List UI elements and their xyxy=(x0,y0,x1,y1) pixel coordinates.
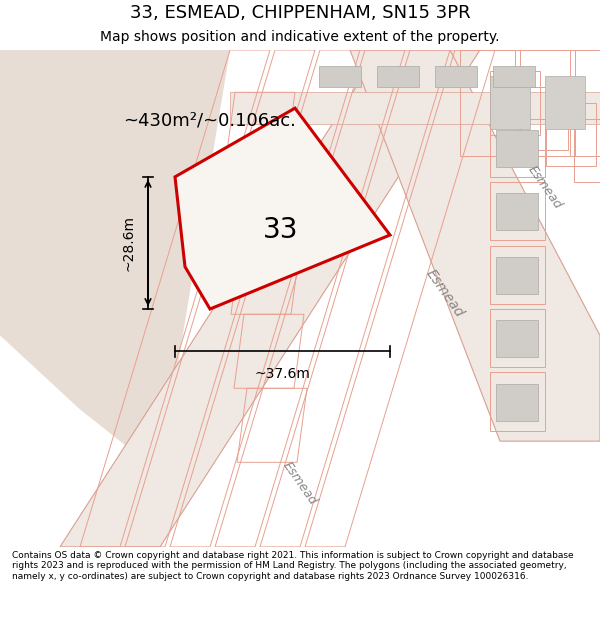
Polygon shape xyxy=(319,66,361,87)
Text: Contains OS data © Crown copyright and database right 2021. This information is : Contains OS data © Crown copyright and d… xyxy=(12,551,574,581)
Polygon shape xyxy=(493,66,535,87)
Polygon shape xyxy=(490,76,530,129)
Text: ~28.6m: ~28.6m xyxy=(122,215,136,271)
Polygon shape xyxy=(496,193,538,230)
Text: 33, ESMEAD, CHIPPENHAM, SN15 3PR: 33, ESMEAD, CHIPPENHAM, SN15 3PR xyxy=(130,4,470,21)
Text: 33: 33 xyxy=(263,216,299,244)
Polygon shape xyxy=(175,108,390,309)
Polygon shape xyxy=(496,130,538,167)
Polygon shape xyxy=(496,384,538,421)
Polygon shape xyxy=(60,50,480,547)
Text: Esmead: Esmead xyxy=(424,266,467,320)
Polygon shape xyxy=(496,257,538,294)
Polygon shape xyxy=(350,50,600,441)
Text: ~37.6m: ~37.6m xyxy=(254,367,310,381)
Polygon shape xyxy=(435,66,477,87)
Polygon shape xyxy=(496,320,538,357)
Text: Esmead: Esmead xyxy=(526,163,565,211)
Polygon shape xyxy=(545,76,585,129)
Text: ~430m²/~0.106ac.: ~430m²/~0.106ac. xyxy=(124,111,296,129)
Polygon shape xyxy=(0,50,230,473)
Text: Esmead: Esmead xyxy=(280,459,320,508)
Polygon shape xyxy=(377,66,419,87)
Polygon shape xyxy=(230,92,600,124)
Text: Map shows position and indicative extent of the property.: Map shows position and indicative extent… xyxy=(100,31,500,44)
